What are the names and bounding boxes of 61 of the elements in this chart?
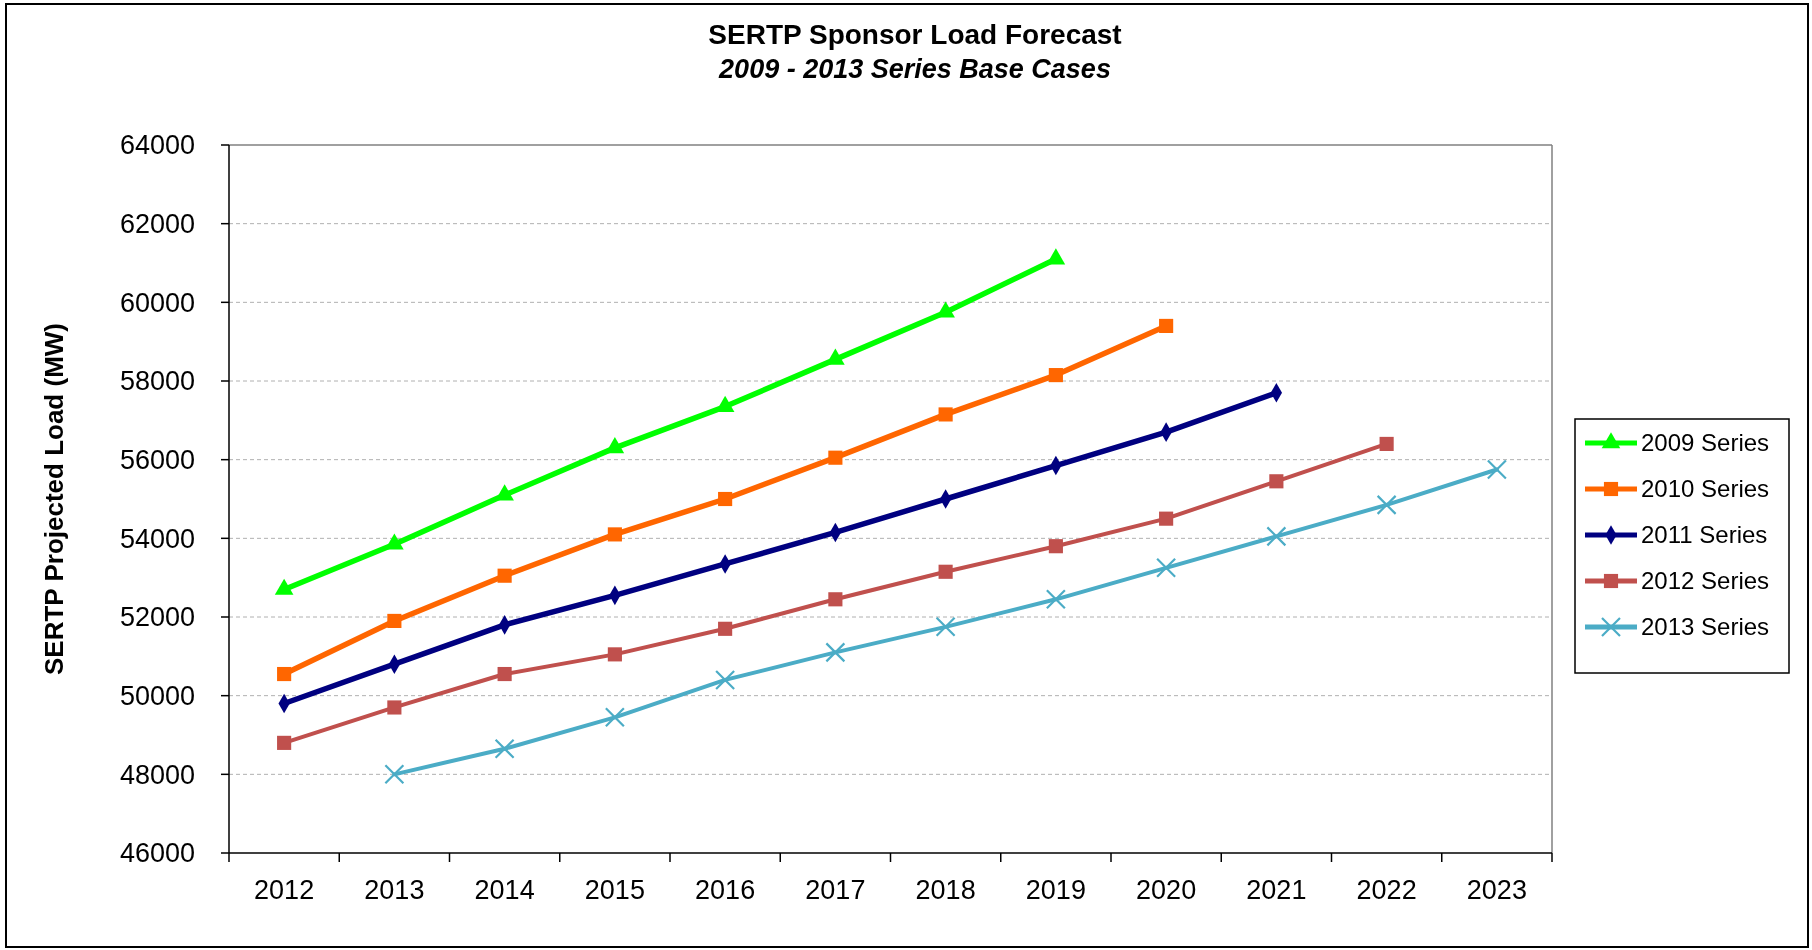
point [1486, 459, 1507, 480]
point [277, 666, 292, 682]
y-tick-label: 56000 [119, 445, 195, 476]
y-tick-label: 48000 [119, 759, 195, 790]
x-tick-label: 2022 [1356, 875, 1417, 905]
x-tick-label: 2012 [254, 875, 315, 905]
point [1159, 318, 1174, 333]
point [938, 407, 953, 422]
chart-subtitle: 2009 - 2013 Series Base Cases [718, 54, 1111, 84]
y-tick-label: 58000 [119, 366, 195, 397]
point [387, 613, 402, 628]
y-tick-label: 46000 [119, 838, 195, 869]
y-tick-label: 54000 [119, 523, 195, 554]
point [607, 527, 622, 542]
y-axis-title: SERTP Projected Load (MW) [39, 323, 70, 675]
point [277, 735, 292, 750]
y-tick-label: 60000 [119, 287, 195, 318]
point [387, 700, 402, 715]
point [718, 491, 733, 507]
x-tick-label: 2014 [474, 875, 535, 905]
chart-title: SERTP Sponsor Load Forecast [708, 19, 1122, 50]
point [604, 707, 625, 728]
x-tick-label: 2019 [1025, 875, 1086, 905]
point [1045, 589, 1066, 610]
point [607, 647, 622, 662]
legend-label: 2011 Series [1641, 521, 1768, 549]
x-tick-label: 2016 [695, 875, 756, 905]
point [1266, 526, 1287, 547]
y-tick-label: 52000 [119, 602, 195, 633]
point [1379, 436, 1394, 451]
x-tick-label: 2013 [364, 875, 425, 905]
point [494, 738, 515, 759]
x-tick-label: 2017 [805, 875, 866, 905]
y-tick-label: 62000 [119, 209, 195, 240]
point [497, 568, 512, 583]
point [1376, 494, 1397, 515]
point [828, 592, 843, 607]
point [718, 621, 733, 636]
point [1269, 474, 1284, 489]
x-tick-label: 2015 [584, 875, 645, 905]
point [497, 666, 512, 682]
legend-label: 2010 Series [1641, 475, 1770, 503]
point [1048, 539, 1063, 554]
x-tick-label: 2023 [1466, 875, 1527, 905]
point [1159, 511, 1174, 526]
x-tick-label: 2018 [915, 875, 976, 905]
x-tick-label: 2021 [1246, 875, 1307, 905]
point [715, 669, 736, 691]
point [935, 616, 956, 637]
point [825, 642, 846, 663]
point [828, 450, 843, 465]
legend-label: 2009 Series [1641, 429, 1770, 457]
point [1048, 368, 1063, 383]
point [1156, 557, 1177, 578]
legend-label: 2013 Series [1641, 613, 1770, 641]
y-tick-label: 64000 [119, 130, 195, 161]
x-tick-label: 2020 [1136, 875, 1197, 905]
legend-label: 2012 Series [1641, 567, 1770, 595]
y-tick-label: 50000 [119, 681, 195, 712]
point [384, 764, 405, 785]
point [938, 564, 953, 579]
